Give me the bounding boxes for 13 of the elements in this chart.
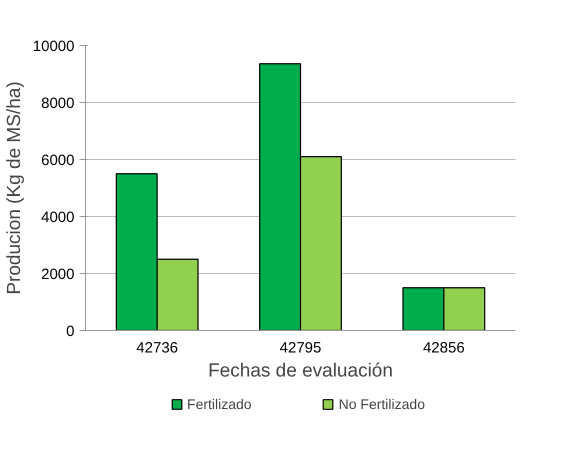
x-tick-label: 42795 bbox=[280, 340, 322, 356]
y-axis-title: Producion (Kg de MS/ha) bbox=[4, 81, 25, 295]
x-tick-label: 42856 bbox=[422, 340, 465, 356]
y-tick-label: 0 bbox=[66, 323, 74, 340]
y-tick-label: 6000 bbox=[41, 152, 75, 169]
y-tick-label: 10000 bbox=[32, 38, 75, 55]
legend-label: No Fertilizado bbox=[338, 396, 425, 412]
y-tick-label: 2000 bbox=[41, 266, 75, 283]
x-axis-title: Fechas de evaluación bbox=[208, 360, 393, 382]
y-tick-label: 8000 bbox=[41, 95, 75, 112]
y-tick-label: 4000 bbox=[41, 209, 75, 226]
x-tick-label: 42736 bbox=[136, 340, 178, 356]
legend-label: Fertilizado bbox=[187, 396, 252, 412]
